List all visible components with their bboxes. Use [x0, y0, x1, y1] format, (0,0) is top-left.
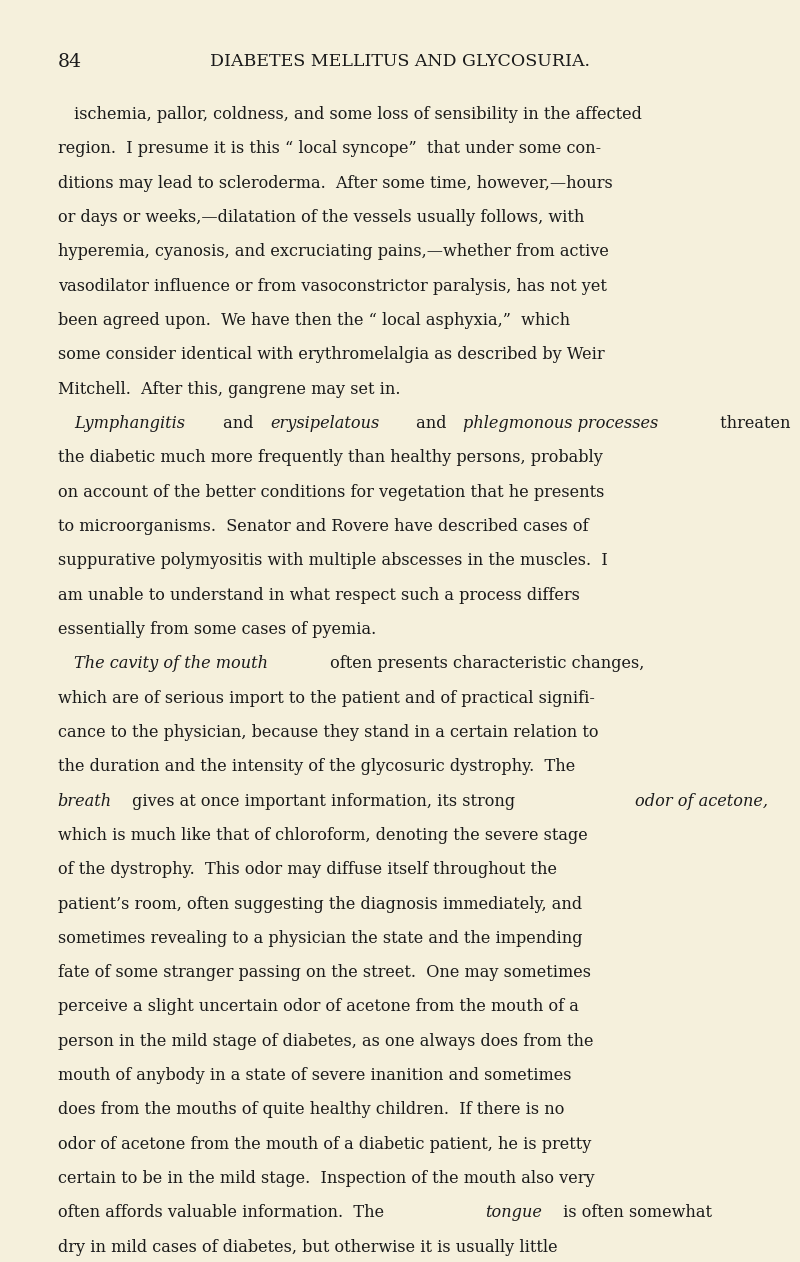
Text: Lymphangitis: Lymphangitis [74, 415, 186, 432]
Text: often presents characteristic changes,: often presents characteristic changes, [325, 655, 644, 673]
Text: odor of acetone from the mouth of a diabetic patient, he is pretty: odor of acetone from the mouth of a diab… [58, 1136, 591, 1152]
Text: perceive a slight uncertain odor of acetone from the mouth of a: perceive a slight uncertain odor of acet… [58, 998, 578, 1016]
Text: vasodilator influence or from vasoconstrictor paralysis, has not yet: vasodilator influence or from vasoconstr… [58, 278, 606, 294]
Text: ditions may lead to scleroderma.  After some time, however,—hours: ditions may lead to scleroderma. After s… [58, 174, 612, 192]
Text: threaten: threaten [715, 415, 791, 432]
Text: dry in mild cases of diabetes, but otherwise it is usually little: dry in mild cases of diabetes, but other… [58, 1239, 558, 1256]
Text: erysipelatous: erysipelatous [270, 415, 379, 432]
Text: on account of the better conditions for vegetation that he presents: on account of the better conditions for … [58, 483, 604, 501]
Text: DIABETES MELLITUS AND GLYCOSURIA.: DIABETES MELLITUS AND GLYCOSURIA. [210, 53, 590, 69]
Text: sometimes revealing to a physician the state and the impending: sometimes revealing to a physician the s… [58, 930, 582, 946]
Text: the duration and the intensity of the glycosuric dystrophy.  The: the duration and the intensity of the gl… [58, 758, 575, 775]
Text: of the dystrophy.  This odor may diffuse itself throughout the: of the dystrophy. This odor may diffuse … [58, 861, 557, 878]
Text: patient’s room, often suggesting the diagnosis immediately, and: patient’s room, often suggesting the dia… [58, 896, 582, 912]
Text: gives at once important information, its strong: gives at once important information, its… [127, 793, 521, 809]
Text: been agreed upon.  We have then the “ local asphyxia,”  which: been agreed upon. We have then the “ loc… [58, 312, 570, 329]
Text: phlegmonous processes: phlegmonous processes [463, 415, 658, 432]
Text: odor of acetone,: odor of acetone, [635, 793, 768, 809]
Text: mouth of anybody in a state of severe inanition and sometimes: mouth of anybody in a state of severe in… [58, 1068, 571, 1084]
Text: some consider identical with erythromelalgia as described by Weir: some consider identical with erythromela… [58, 346, 604, 363]
Text: Mitchell.  After this, gangrene may set in.: Mitchell. After this, gangrene may set i… [58, 381, 400, 398]
Text: The cavity of the mouth: The cavity of the mouth [74, 655, 268, 673]
Text: does from the mouths of quite healthy children.  If there is no: does from the mouths of quite healthy ch… [58, 1102, 564, 1118]
Text: person in the mild stage of diabetes, as one always does from the: person in the mild stage of diabetes, as… [58, 1032, 593, 1050]
Text: fate of some stranger passing on the street.  One may sometimes: fate of some stranger passing on the str… [58, 964, 590, 981]
Text: hyperemia, cyanosis, and excruciating pains,—whether from active: hyperemia, cyanosis, and excruciating pa… [58, 244, 609, 260]
Text: suppurative polymyositis with multiple abscesses in the muscles.  I: suppurative polymyositis with multiple a… [58, 553, 607, 569]
Text: which is much like that of chloroform, denoting the severe stage: which is much like that of chloroform, d… [58, 827, 587, 844]
Text: cance to the physician, because they stand in a certain relation to: cance to the physician, because they sta… [58, 724, 598, 741]
Text: am unable to understand in what respect such a process differs: am unable to understand in what respect … [58, 587, 579, 603]
Text: tongue: tongue [485, 1204, 542, 1222]
Text: certain to be in the mild stage.  Inspection of the mouth also very: certain to be in the mild stage. Inspect… [58, 1170, 594, 1188]
Text: is often somewhat: is often somewhat [558, 1204, 713, 1222]
Text: the diabetic much more frequently than healthy persons, probably: the diabetic much more frequently than h… [58, 449, 602, 466]
Text: and: and [218, 415, 258, 432]
Text: and: and [411, 415, 452, 432]
Text: to microorganisms.  Senator and Rovere have described cases of: to microorganisms. Senator and Rovere ha… [58, 517, 588, 535]
Text: essentially from some cases of pyemia.: essentially from some cases of pyemia. [58, 621, 376, 637]
Text: breath: breath [58, 793, 112, 809]
Text: often affords valuable information.  The: often affords valuable information. The [58, 1204, 389, 1222]
Text: ischemia, pallor, coldness, and some loss of sensibility in the affected: ischemia, pallor, coldness, and some los… [74, 106, 642, 122]
Text: or days or weeks,—dilatation of the vessels usually follows, with: or days or weeks,—dilatation of the vess… [58, 209, 584, 226]
Text: 84: 84 [58, 53, 82, 71]
Text: region.  I presume it is this “ local syncope”  that under some con-: region. I presume it is this “ local syn… [58, 140, 601, 158]
Text: which are of serious import to the patient and of practical signifi-: which are of serious import to the patie… [58, 689, 594, 707]
